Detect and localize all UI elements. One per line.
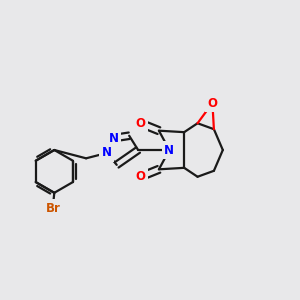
- Text: N: N: [102, 146, 112, 160]
- Text: N: N: [164, 143, 174, 157]
- Text: Br: Br: [46, 202, 61, 215]
- Text: O: O: [136, 170, 146, 183]
- Text: N: N: [109, 132, 119, 145]
- Text: O: O: [136, 117, 146, 130]
- Text: O: O: [207, 97, 218, 110]
